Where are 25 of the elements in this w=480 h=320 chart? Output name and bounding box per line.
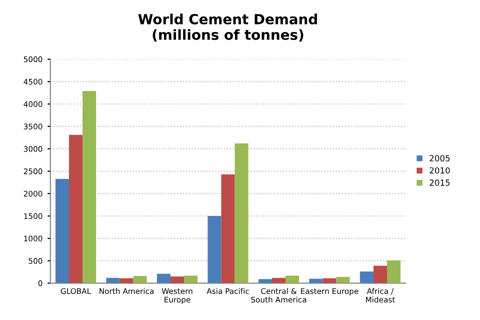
bar bbox=[258, 279, 272, 284]
bar bbox=[373, 266, 387, 284]
bar bbox=[170, 276, 184, 284]
bar bbox=[120, 278, 134, 284]
bar bbox=[208, 216, 222, 284]
bar bbox=[156, 274, 170, 284]
bar bbox=[322, 278, 336, 284]
bar bbox=[386, 260, 401, 284]
legend-label: 2015 bbox=[430, 180, 450, 186]
bar bbox=[184, 276, 198, 284]
bar bbox=[234, 143, 248, 284]
legend-label: 2010 bbox=[430, 167, 450, 174]
bar bbox=[336, 276, 350, 284]
bar bbox=[221, 174, 235, 284]
bar bbox=[133, 276, 147, 284]
bar bbox=[360, 272, 374, 284]
bar bbox=[82, 91, 96, 284]
bar bbox=[106, 278, 120, 284]
chart-title: World Cement Demand (millions of tonnes) bbox=[138, 14, 317, 42]
bar bbox=[272, 278, 286, 284]
bar bbox=[286, 276, 300, 284]
bar bbox=[55, 178, 70, 284]
legend-label: 2005 bbox=[430, 155, 450, 162]
bar bbox=[309, 278, 323, 284]
bar bbox=[69, 134, 83, 284]
